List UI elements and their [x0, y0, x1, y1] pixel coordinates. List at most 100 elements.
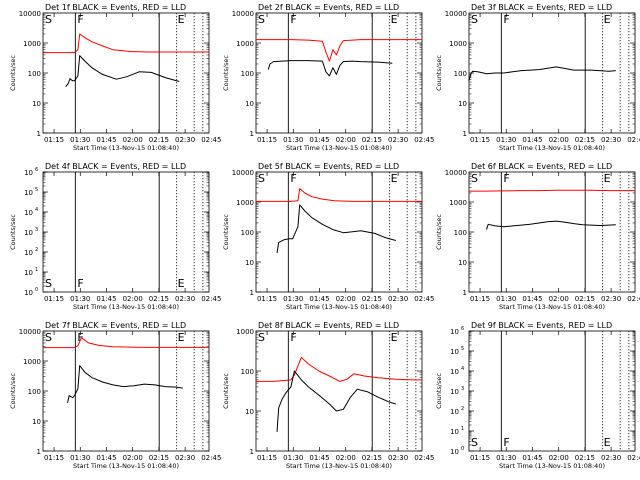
y-tick-label: 10000: [19, 328, 41, 336]
x-tick-label: 02:30: [175, 454, 195, 462]
y-tick-label: 10: [450, 408, 459, 416]
x-tick-label: 01:15: [44, 454, 64, 462]
x-tick-label: 02:00: [336, 136, 356, 144]
x-tick-label: 02:45: [414, 454, 434, 462]
marker-s: S: [45, 331, 52, 344]
y-tick-label: 100: [454, 229, 467, 237]
x-tick-label: 01:15: [257, 454, 277, 462]
panel-title: Det 6f BLACK = Events, RED = LLD: [471, 162, 612, 171]
detector-panel-6: Det 6f BLACK = Events, RED = LLD 01:15 01:…: [435, 162, 640, 311]
y-tick-label: 10: [450, 428, 459, 436]
plot-frame: [42, 12, 210, 134]
y-tick-label: 1000: [23, 358, 41, 366]
y-tick-exponent: 2: [461, 406, 464, 412]
x-tick-label: 02:15: [575, 454, 595, 462]
y-tick-label: 10: [24, 169, 33, 177]
x-tick-label: 02:30: [388, 136, 408, 144]
x-tick-label: 02:00: [549, 136, 569, 144]
x-tick-label: 01:30: [70, 136, 90, 144]
x-axis-label: Start Time (13-Nov-15 01:08:40): [499, 462, 605, 470]
plot-frame: [42, 171, 210, 293]
y-tick-label: 10: [450, 328, 459, 336]
y-tick-label: 10: [458, 259, 467, 267]
series-line-events: [67, 365, 183, 404]
x-tick-label: 01:15: [257, 136, 277, 144]
x-tick-label: 02:30: [175, 136, 195, 144]
y-tick-label: 100: [241, 229, 254, 237]
series-line-lld: [256, 188, 422, 202]
panel-title: Det 2f BLACK = Events, RED = LLD: [258, 3, 399, 12]
x-tick-label: 02:30: [601, 295, 621, 303]
x-tick-label: 01:15: [470, 136, 490, 144]
y-tick-label: 10: [32, 418, 41, 426]
y-tick-label: 1: [250, 289, 254, 297]
panel-title: Det 7f BLACK = Events, RED = LLD: [45, 321, 186, 330]
x-tick-label: 02:00: [549, 295, 569, 303]
y-tick-label: 10: [458, 100, 467, 108]
x-tick-label: 02:15: [149, 136, 169, 144]
x-tick-label: 01:30: [70, 454, 90, 462]
y-tick-exponent: 0: [461, 446, 464, 452]
marker-e: E: [391, 331, 398, 344]
marker-f: F: [77, 331, 83, 344]
x-tick-label: 02:00: [336, 454, 356, 462]
series-line-lld: [469, 189, 635, 192]
y-tick-label: 1000: [449, 199, 467, 207]
y-tick-label: 10: [450, 368, 459, 376]
y-tick-label: 10000: [445, 169, 467, 177]
marker-s: S: [45, 277, 52, 290]
x-tick-label: 01:30: [496, 295, 516, 303]
x-tick-label: 02:30: [601, 136, 621, 144]
y-axis-label: Counts/sec: [9, 55, 17, 91]
panel-title: Det 9f BLACK = Events, RED = LLD: [471, 321, 612, 330]
y-tick-label: 100: [454, 70, 467, 78]
series-line-events: [468, 66, 616, 81]
y-tick-label: 1: [463, 289, 467, 297]
y-tick-label: 1000: [236, 328, 254, 336]
marker-f: F: [503, 13, 509, 26]
y-tick-exponent: 6: [35, 167, 38, 173]
marker-f: F: [290, 172, 296, 185]
marker-e: E: [391, 172, 398, 185]
detector-panel-1: Det 1f BLACK = Events, RED = LLD 01:15 01:…: [9, 3, 221, 152]
marker-s: S: [45, 13, 52, 26]
y-tick-label: 10: [450, 348, 459, 356]
x-axis-label: Start Time (13-Nov-15 01:08:40): [286, 144, 392, 152]
y-tick-label: 1: [463, 130, 467, 138]
x-tick-label: 02:15: [362, 136, 382, 144]
detector-panel-9: Det 9f BLACK = Events, RED = LLD 01:15 01:…: [435, 321, 640, 470]
x-tick-label: 01:45: [309, 454, 329, 462]
x-axis-label: Start Time (13-Nov-15 01:08:40): [286, 462, 392, 470]
marker-f: F: [77, 277, 83, 290]
x-tick-label: 01:45: [96, 454, 116, 462]
series-line-events: [276, 204, 396, 254]
y-axis-label: Counts/sec: [222, 55, 230, 91]
x-axis-label: Start Time (13-Nov-15 01:08:40): [73, 303, 179, 311]
x-tick-label: 02:00: [123, 136, 143, 144]
y-tick-label: 10: [24, 269, 33, 277]
panel-title: Det 4f BLACK = Events, RED = LLD: [45, 162, 186, 171]
series-line-events: [486, 220, 616, 230]
y-axis-label: Counts/sec: [9, 214, 17, 250]
x-tick-label: 02:30: [601, 454, 621, 462]
x-tick-label: 01:15: [44, 136, 64, 144]
x-tick-label: 02:15: [362, 454, 382, 462]
x-tick-label: 01:30: [283, 295, 303, 303]
marker-s: S: [471, 172, 478, 185]
y-tick-label: 100: [241, 368, 254, 376]
marker-f: F: [290, 13, 296, 26]
y-tick-label: 10: [24, 229, 33, 237]
x-tick-label: 01:45: [522, 295, 542, 303]
marker-e: E: [391, 13, 398, 26]
x-tick-label: 02:30: [388, 295, 408, 303]
y-tick-label: 10: [245, 259, 254, 267]
y-tick-label: 1: [37, 130, 41, 138]
x-tick-label: 02:45: [627, 454, 640, 462]
marker-s: S: [471, 13, 478, 26]
x-tick-label: 01:15: [470, 454, 490, 462]
y-tick-label: 1000: [23, 40, 41, 48]
marker-f: F: [503, 436, 509, 449]
y-tick-label: 10: [245, 408, 254, 416]
plot-frame: [255, 330, 423, 452]
